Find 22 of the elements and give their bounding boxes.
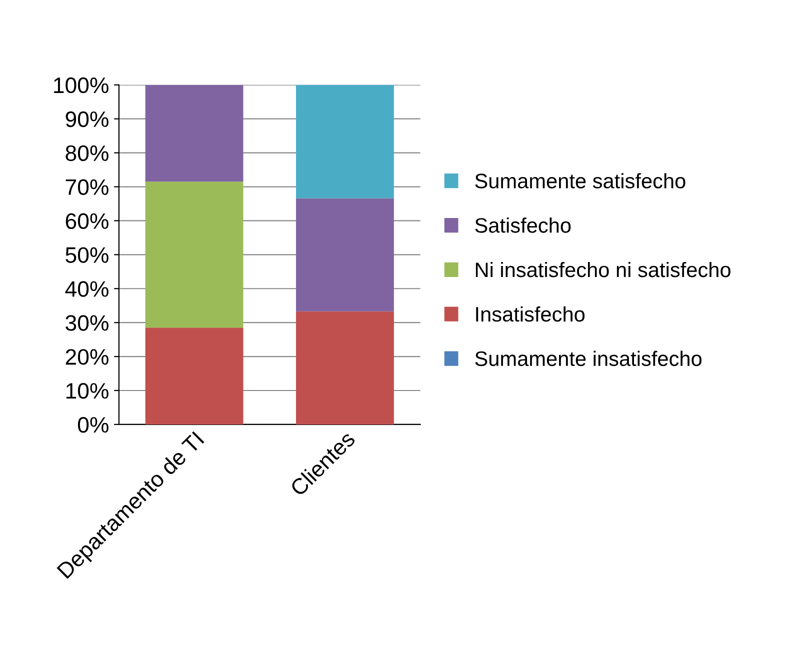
y-tick-label: 20%	[66, 349, 108, 365]
y-tick-label: 30%	[66, 315, 108, 331]
y-tick-label: 50%	[66, 247, 108, 263]
bar	[145, 182, 244, 328]
y-tick-label: 100%	[54, 77, 108, 94]
bar	[296, 198, 394, 312]
y-tick-label: 60%	[66, 213, 108, 229]
legend-label: Satisfecho	[475, 218, 571, 233]
bar	[296, 311, 394, 424]
legend-label: Sumamente satisfecho	[475, 173, 686, 188]
y-tick-label: 40%	[65, 281, 108, 297]
y-tick-label: 90%	[66, 111, 108, 128]
legend-label: Sumamente insatisfecho	[475, 350, 702, 366]
bar	[145, 328, 244, 424]
y-tick-label: 0%	[78, 416, 108, 433]
y-tick-label: 70%	[66, 179, 108, 196]
bar	[145, 84, 244, 182]
y-tick-label: 10%	[66, 383, 108, 399]
legend-label: Insatisfecho	[476, 306, 585, 322]
y-tick-label: 80%	[66, 145, 108, 162]
legend-label: Ni insatisfecho ni satisfecho	[476, 262, 730, 278]
bar	[296, 84, 394, 198]
